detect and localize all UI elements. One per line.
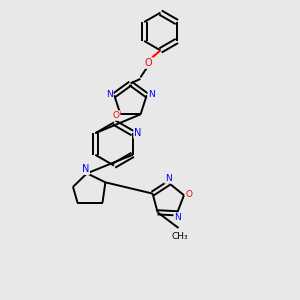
Text: N: N xyxy=(165,174,172,183)
Text: N: N xyxy=(134,128,142,138)
Text: N: N xyxy=(106,90,113,99)
Text: O: O xyxy=(145,58,152,68)
Text: O: O xyxy=(113,111,120,120)
Text: CH₃: CH₃ xyxy=(171,232,188,241)
Text: N: N xyxy=(148,90,155,99)
Text: N: N xyxy=(174,213,181,222)
Text: O: O xyxy=(186,190,193,199)
Text: N: N xyxy=(82,164,89,174)
